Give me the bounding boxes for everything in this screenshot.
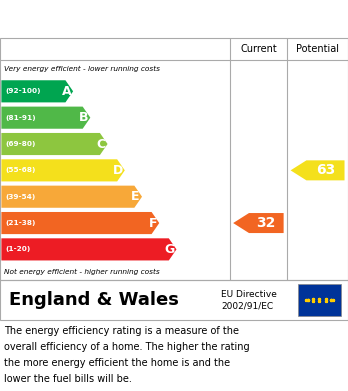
Text: (55-68): (55-68) [6, 167, 36, 173]
Polygon shape [1, 212, 159, 234]
Text: E: E [131, 190, 140, 203]
Text: B: B [79, 111, 89, 124]
Text: lower the fuel bills will be.: lower the fuel bills will be. [4, 374, 132, 384]
Text: A: A [62, 85, 71, 98]
Text: Very energy efficient - lower running costs: Very energy efficient - lower running co… [4, 66, 160, 72]
Text: the more energy efficient the home is and the: the more energy efficient the home is an… [4, 358, 230, 368]
Text: Not energy efficient - higher running costs: Not energy efficient - higher running co… [4, 269, 160, 275]
Text: (92-100): (92-100) [6, 88, 41, 94]
Text: Potential: Potential [296, 44, 339, 54]
Polygon shape [1, 186, 142, 208]
Polygon shape [1, 159, 125, 181]
Polygon shape [233, 213, 284, 233]
Text: F: F [149, 217, 157, 230]
Text: C: C [96, 138, 106, 151]
Text: overall efficiency of a home. The higher the rating: overall efficiency of a home. The higher… [4, 342, 250, 352]
Text: (81-91): (81-91) [6, 115, 36, 121]
Polygon shape [1, 239, 176, 260]
Polygon shape [1, 133, 108, 155]
Text: England & Wales: England & Wales [9, 291, 179, 309]
Text: G: G [165, 243, 175, 256]
Text: Current: Current [240, 44, 277, 54]
Text: 63: 63 [316, 163, 335, 178]
Text: EU Directive: EU Directive [221, 290, 277, 299]
Text: (1-20): (1-20) [6, 246, 31, 252]
Text: D: D [113, 164, 124, 177]
Text: The energy efficiency rating is a measure of the: The energy efficiency rating is a measur… [4, 326, 239, 336]
FancyBboxPatch shape [298, 284, 341, 316]
Text: 32: 32 [256, 216, 276, 230]
Text: (21-38): (21-38) [6, 220, 36, 226]
Polygon shape [1, 80, 73, 102]
Text: 2002/91/EC: 2002/91/EC [221, 301, 273, 310]
Text: Energy Efficiency Rating: Energy Efficiency Rating [9, 15, 230, 30]
Text: (69-80): (69-80) [6, 141, 36, 147]
Polygon shape [1, 107, 90, 129]
Polygon shape [291, 160, 345, 180]
Text: (39-54): (39-54) [6, 194, 36, 200]
